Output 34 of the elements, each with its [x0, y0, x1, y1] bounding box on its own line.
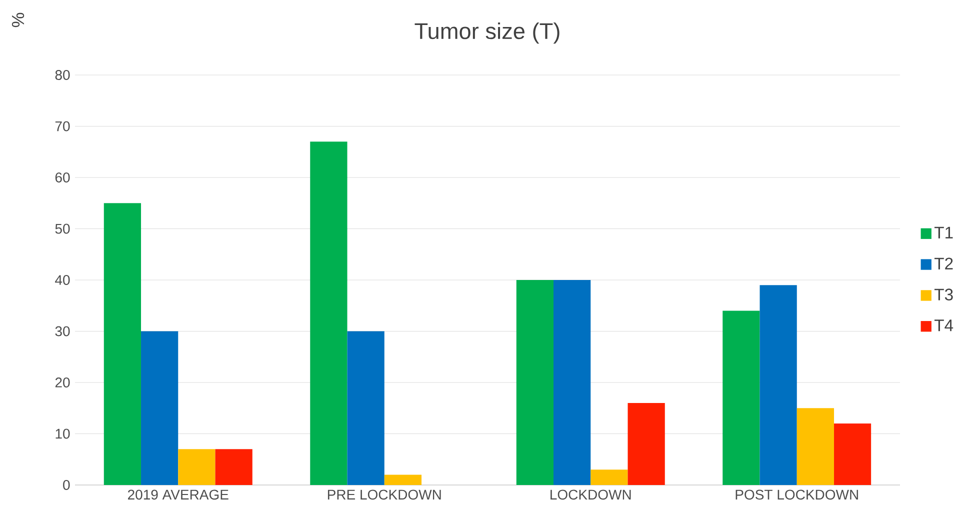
y-tick-label: 60 — [55, 172, 70, 182]
bar — [760, 285, 797, 485]
x-tick-label: PRE LOCKDOWN — [328, 490, 441, 500]
y-tick-label: 30 — [55, 326, 70, 336]
bar — [628, 402, 665, 485]
legend-label: T2 — [934, 258, 953, 270]
legend-label: T4 — [934, 320, 954, 332]
x-tick-label: LOCKDOWN — [550, 490, 631, 500]
bar — [796, 408, 834, 485]
bar — [590, 470, 628, 485]
bar — [310, 142, 348, 485]
y-tick-label: 0 — [63, 480, 70, 490]
bar — [141, 331, 178, 485]
y-axis-title: % — [12, 12, 24, 28]
bar — [516, 280, 554, 485]
y-tick-label: 50 — [55, 224, 70, 234]
bar — [215, 449, 252, 485]
bar — [554, 280, 591, 485]
bar — [104, 203, 142, 485]
x-tick-label: POST LOCKDOWN — [736, 490, 858, 500]
y-tick-label: 10 — [56, 428, 70, 439]
bar — [178, 449, 216, 485]
legend-label: T1 — [934, 226, 953, 238]
bar — [834, 423, 872, 485]
y-tick-label: 20 — [55, 378, 70, 388]
y-tick-label: 80 — [55, 70, 70, 80]
chart-title: Tumor size (T) — [414, 22, 560, 44]
x-tick-label: 2019 AVERAGE — [128, 490, 228, 500]
bar — [384, 474, 422, 485]
y-tick-label: 70 — [55, 121, 70, 132]
bar — [722, 310, 760, 485]
bar — [347, 331, 384, 485]
legend-label: T3 — [934, 288, 953, 300]
y-tick-label: 40 — [55, 275, 70, 285]
